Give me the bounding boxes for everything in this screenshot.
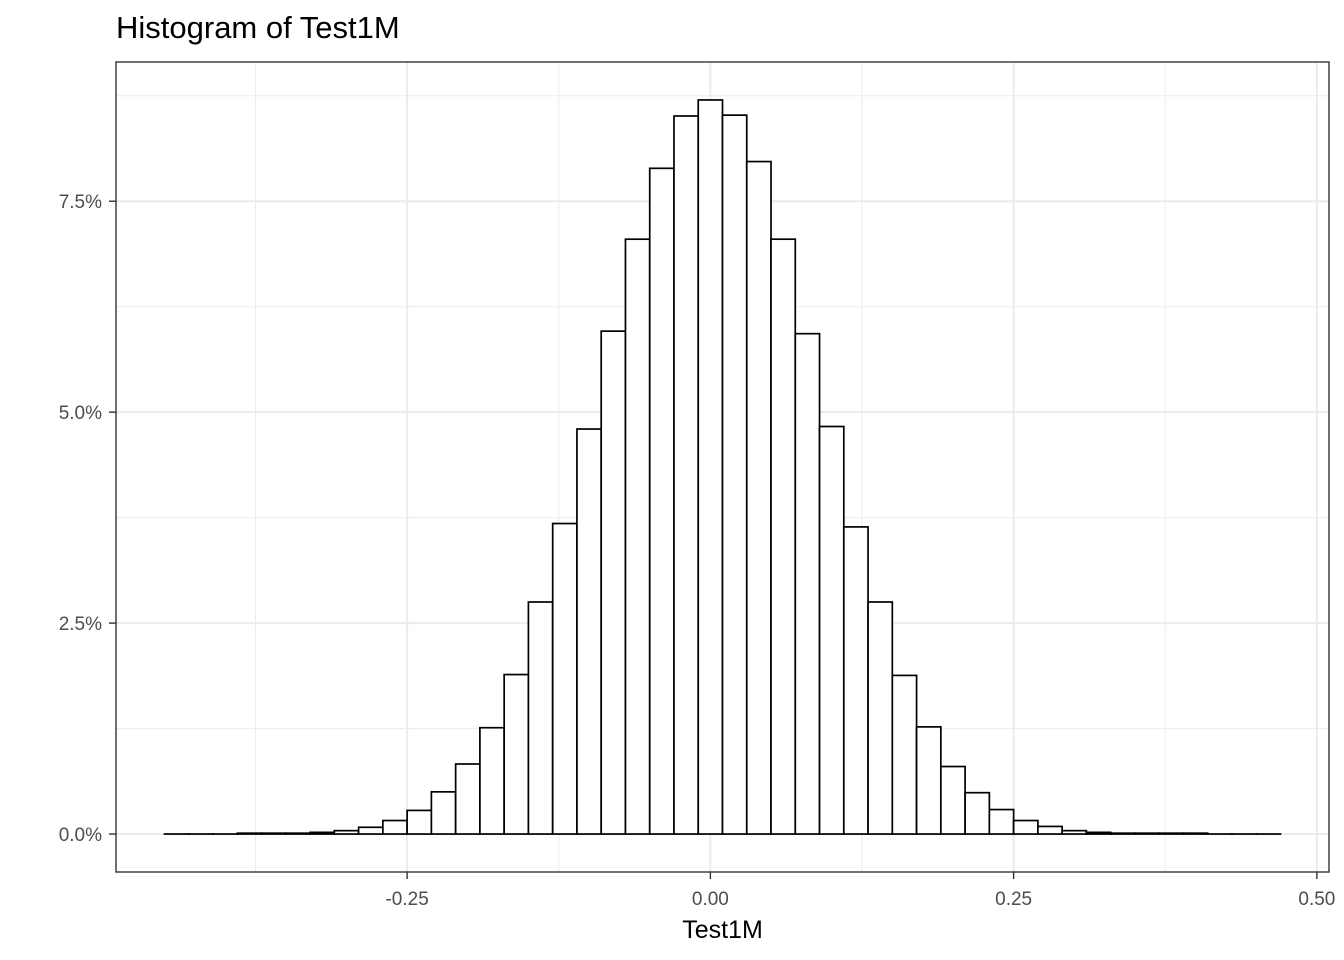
histogram-bar — [527, 601, 554, 835]
histogram-bar — [600, 330, 627, 835]
y-tick-label: 2.5% — [59, 614, 102, 635]
x-tick-label: 0.50 — [1298, 889, 1335, 910]
histogram-bar — [891, 674, 918, 835]
axis-ticks: -0.25 0.00 0.25 0.50 0.0% 2.5% 5.0% 7.5% — [59, 192, 1336, 910]
histogram-bar — [284, 832, 311, 835]
histogram-bar — [1037, 825, 1063, 835]
histogram-bar — [1134, 832, 1161, 835]
y-tick-label: 7.5% — [59, 192, 102, 213]
histogram-bar — [1085, 831, 1112, 835]
histogram-bar — [988, 808, 1015, 835]
histogram-bar — [964, 791, 991, 835]
x-tick-label: -0.25 — [385, 889, 428, 910]
histogram-bar — [406, 809, 433, 835]
histogram-bar — [382, 819, 408, 835]
x-tick-label: 0.25 — [995, 889, 1032, 910]
histogram-bar — [1158, 832, 1185, 835]
histogram-bar — [479, 726, 506, 835]
histogram-bar — [576, 428, 603, 835]
chart-title: Histogram of Test1M — [116, 10, 400, 45]
histogram-bar — [721, 114, 748, 835]
x-tick-label: 0.00 — [692, 889, 729, 910]
histogram-bar — [794, 332, 821, 835]
y-tick-label: 5.0% — [59, 403, 102, 424]
x-axis-title: Test1M — [682, 916, 763, 944]
y-tick-label: 0.0% — [59, 825, 102, 846]
histogram-bar — [236, 832, 263, 835]
histogram-bar — [260, 832, 287, 835]
histogram-bar — [915, 726, 942, 835]
histogram-bar — [1109, 832, 1136, 835]
histogram-bar — [309, 831, 336, 835]
histogram-bar — [333, 829, 360, 835]
histogram-bar — [867, 601, 894, 835]
histogram-bar — [745, 160, 772, 835]
histogram-bar — [1061, 829, 1088, 835]
histogram-bar — [357, 826, 384, 835]
histogram-bar — [551, 522, 578, 835]
histogram-bar — [503, 673, 530, 835]
histogram-bar — [818, 425, 845, 835]
histogram-bar — [1012, 819, 1039, 835]
histogram-bar — [770, 238, 797, 835]
panel-border — [115, 61, 1330, 873]
histogram-bar — [1182, 832, 1209, 835]
histogram-bar — [697, 99, 724, 835]
histogram-bar — [624, 238, 651, 835]
histogram-bar — [454, 763, 481, 835]
histogram-bar — [939, 765, 966, 835]
histogram-bars — [163, 99, 1282, 835]
histogram-bar — [430, 790, 457, 835]
histogram-bar — [673, 115, 700, 835]
histogram-bar — [842, 526, 869, 835]
histogram-bar — [648, 167, 675, 835]
